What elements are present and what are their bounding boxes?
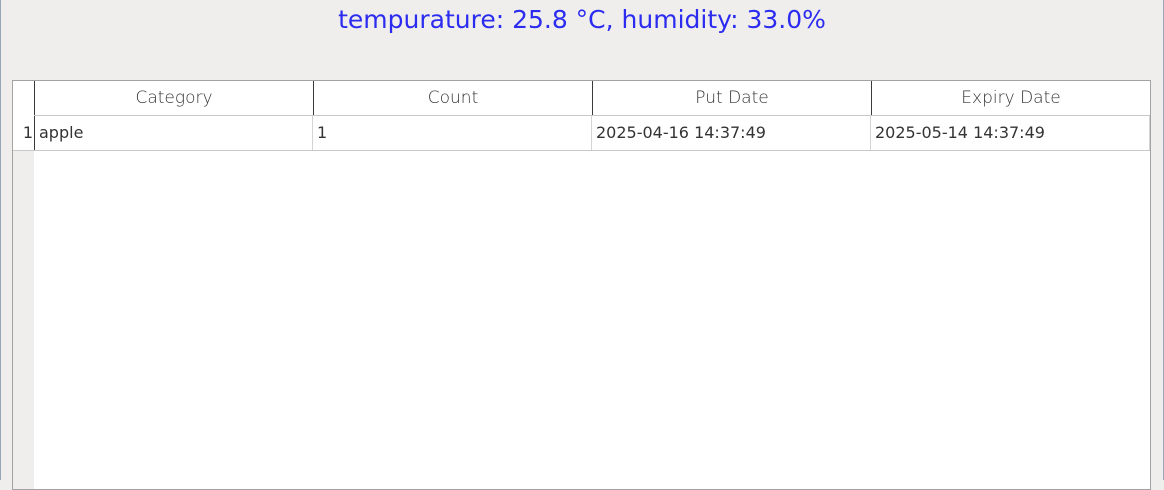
cell-expiry-date[interactable]: 2025-05-14 14:37:49 — [871, 116, 1150, 150]
window-left-border — [0, 0, 1, 480]
column-header-put-date[interactable]: Put Date — [592, 81, 871, 115]
column-header-label: Count — [427, 88, 479, 108]
column-header-label: Category — [135, 88, 213, 108]
column-header-category[interactable]: Category — [34, 81, 313, 115]
sensor-status-label: tempurature: 25.8 °C, humidity: 33.0% — [338, 5, 826, 34]
row-header[interactable]: 1 — [13, 116, 34, 151]
inventory-table[interactable]: Category Count Put Date Expiry Date 1 ap… — [12, 80, 1151, 490]
column-header-count[interactable]: Count — [313, 81, 592, 115]
column-header-expiry-date[interactable]: Expiry Date — [871, 81, 1150, 115]
column-header-label: Put Date — [695, 88, 769, 108]
column-header-label: Expiry Date — [961, 88, 1061, 108]
cell-put-date[interactable]: 2025-04-16 14:37:49 — [592, 116, 871, 150]
row-header-column — [13, 81, 34, 489]
column-header-bar: Category Count Put Date Expiry Date — [34, 81, 1150, 116]
cell-count[interactable]: 1 — [313, 116, 592, 150]
cell-category[interactable]: apple — [34, 116, 313, 150]
table-corner-button[interactable] — [13, 81, 34, 116]
table-row[interactable]: apple 1 2025-04-16 14:37:49 2025-05-14 1… — [34, 116, 1150, 151]
